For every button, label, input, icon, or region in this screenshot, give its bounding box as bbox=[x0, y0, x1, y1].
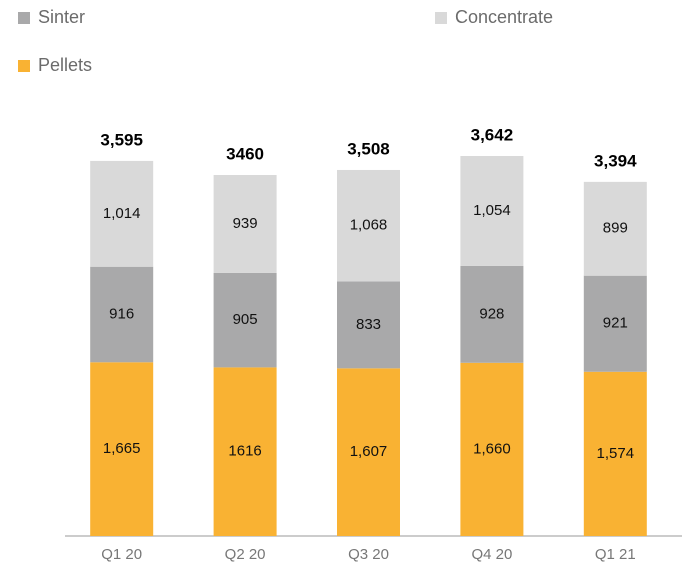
bar-segment bbox=[337, 169, 400, 282]
bar-segment bbox=[90, 266, 154, 363]
total-label: 3,595 bbox=[100, 130, 143, 149]
total-label: 3,508 bbox=[347, 139, 390, 158]
bar-segment bbox=[337, 281, 400, 369]
bar-segment bbox=[460, 156, 524, 266]
bar-segment bbox=[213, 174, 277, 273]
bar-segment bbox=[583, 275, 647, 372]
data-label: 1,574 bbox=[597, 445, 635, 462]
total-label: 3,642 bbox=[471, 125, 514, 144]
data-label: 1,014 bbox=[103, 205, 141, 222]
data-label: 1,068 bbox=[350, 217, 388, 234]
bar-segment bbox=[90, 160, 154, 267]
bar-segment bbox=[583, 181, 647, 276]
total-label: 3460 bbox=[226, 144, 264, 163]
x-tick-label: Q4 20 bbox=[471, 546, 512, 563]
data-label: 899 bbox=[603, 220, 628, 237]
data-label: 1,660 bbox=[473, 440, 511, 457]
x-tick-label: Q2 20 bbox=[225, 546, 266, 563]
x-tick-label: Q3 20 bbox=[348, 546, 389, 563]
legend-label: Sinter bbox=[38, 7, 85, 27]
data-label: 1,054 bbox=[473, 202, 511, 219]
bar-segment bbox=[213, 367, 277, 536]
legend-label: Pellets bbox=[38, 55, 92, 75]
bar-segment bbox=[90, 362, 154, 536]
data-label: 921 bbox=[603, 315, 628, 332]
data-label: 833 bbox=[356, 316, 381, 333]
x-tick-label: Q1 20 bbox=[101, 546, 142, 563]
legend-swatch bbox=[435, 12, 447, 24]
data-label: 939 bbox=[233, 215, 258, 232]
data-label: 1,607 bbox=[350, 443, 388, 460]
legend-label: Concentrate bbox=[455, 7, 553, 27]
total-label: 3,394 bbox=[594, 151, 637, 170]
data-label: 928 bbox=[479, 305, 504, 322]
bar-segment bbox=[460, 362, 524, 536]
bar-segment bbox=[337, 368, 400, 536]
legend-swatch bbox=[18, 12, 30, 24]
bar-segment bbox=[460, 265, 524, 363]
bar-segment bbox=[583, 371, 647, 536]
legend-swatch bbox=[18, 60, 30, 72]
data-label: 905 bbox=[233, 311, 258, 328]
data-label: 1616 bbox=[228, 443, 261, 460]
x-tick-label: Q1 21 bbox=[595, 546, 636, 563]
data-label: 916 bbox=[109, 305, 134, 322]
data-label: 1,665 bbox=[103, 440, 141, 457]
bar-segment bbox=[213, 272, 277, 368]
